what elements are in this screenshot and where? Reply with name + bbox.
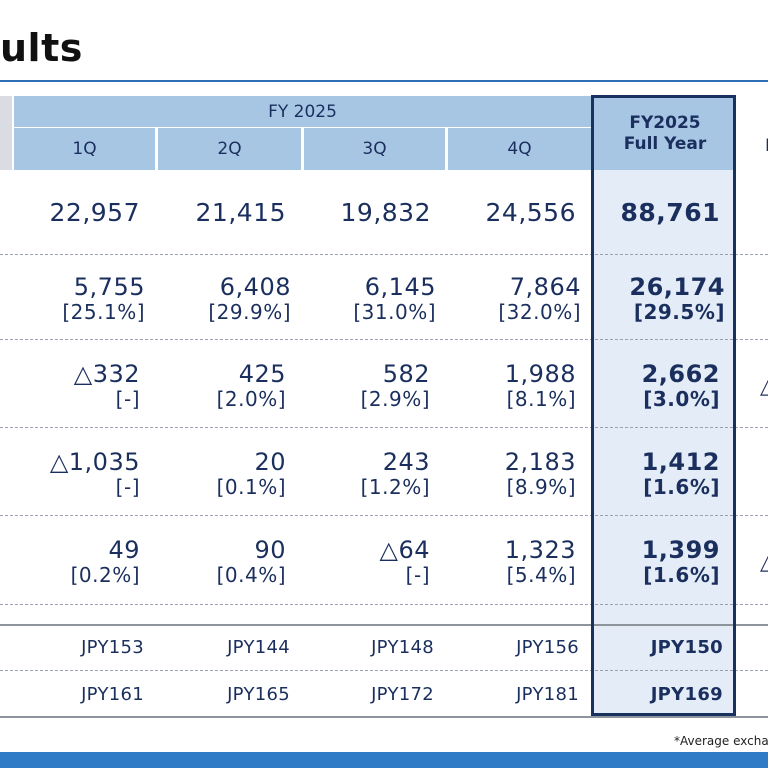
page-title: ults xyxy=(0,26,83,70)
table-cell: △332 [-] xyxy=(73,360,140,411)
row-divider xyxy=(0,515,768,516)
table-cell: 22,957 xyxy=(49,198,140,227)
table-cell: △1,035 [-] xyxy=(49,448,140,499)
table-cell: 243 [1.2%] xyxy=(360,448,430,499)
fx-rate-cell: JPY153 xyxy=(81,637,144,658)
quarter-header-1q: 1Q xyxy=(14,128,155,170)
table-cell: 21,415 xyxy=(195,198,286,227)
quarter-header-4q: 4Q xyxy=(448,128,591,170)
footer-bar xyxy=(0,752,768,768)
quarter-header-3q: 3Q xyxy=(304,128,445,170)
table-bottom-border xyxy=(0,716,768,718)
table-cell: 7,864 [32.0%] xyxy=(498,273,581,324)
fx-rate-cell: JPY172 xyxy=(371,684,434,705)
fx-rate-cell: JPY161 xyxy=(81,684,144,705)
full-year-cell: 26,174 [29.5%] xyxy=(629,273,725,324)
row-divider xyxy=(0,670,768,671)
full-year-header-line1: FY2025 xyxy=(629,113,701,133)
fx-rate-cell: JPY148 xyxy=(371,637,434,658)
clipped-value-mark: △ xyxy=(760,374,768,399)
next-column-header-cutoff: I xyxy=(765,136,768,156)
fx-rate-cell: JPY165 xyxy=(227,684,290,705)
clipped-value-mark: △ xyxy=(760,550,768,575)
table-cell: 5,755 [25.1%] xyxy=(62,273,145,324)
fx-rate-full-year-cell: JPY169 xyxy=(650,684,723,705)
title-underline xyxy=(0,80,768,82)
table-cell: 19,832 xyxy=(340,198,431,227)
row-divider xyxy=(0,604,768,605)
table-cell: 425 [2.0%] xyxy=(216,360,286,411)
section-divider xyxy=(0,624,768,626)
period-header: FY 2025 xyxy=(14,96,591,127)
row-divider xyxy=(0,254,768,255)
fx-rate-cell: JPY156 xyxy=(516,637,579,658)
fx-rate-cell: JPY181 xyxy=(516,684,579,705)
row-divider xyxy=(0,339,768,340)
full-year-cell: 2,662 [3.0%] xyxy=(641,360,720,411)
table-cell: 1,323 [5.4%] xyxy=(504,536,576,587)
full-year-highlight-border xyxy=(591,95,736,716)
table-cell: 1,988 [8.1%] xyxy=(504,360,576,411)
table-cell: △64 [-] xyxy=(379,536,430,587)
full-year-header: FY2025 Full Year xyxy=(594,98,736,170)
table-cell: 20 [0.1%] xyxy=(216,448,286,499)
table-cell: 49 [0.2%] xyxy=(70,536,140,587)
table-cell: 90 [0.4%] xyxy=(216,536,286,587)
fx-rate-cell: JPY144 xyxy=(227,637,290,658)
table-cell: 6,145 [31.0%] xyxy=(353,273,436,324)
row-label-header-stub xyxy=(0,96,12,170)
table-cell: 24,556 xyxy=(485,198,576,227)
full-year-cell: 88,761 xyxy=(620,198,720,227)
full-year-cell: 1,412 [1.6%] xyxy=(641,448,720,499)
full-year-cell: 1,399 [1.6%] xyxy=(641,536,720,587)
footnote: *Average excha xyxy=(674,734,768,748)
table-cell: 2,183 [8.9%] xyxy=(504,448,576,499)
quarter-header-2q: 2Q xyxy=(158,128,301,170)
fx-rate-full-year-cell: JPY150 xyxy=(650,637,723,658)
table-cell: 6,408 [29.9%] xyxy=(208,273,291,324)
full-year-header-line2: Full Year xyxy=(623,134,707,154)
row-divider xyxy=(0,427,768,428)
table-cell: 582 [2.9%] xyxy=(360,360,430,411)
